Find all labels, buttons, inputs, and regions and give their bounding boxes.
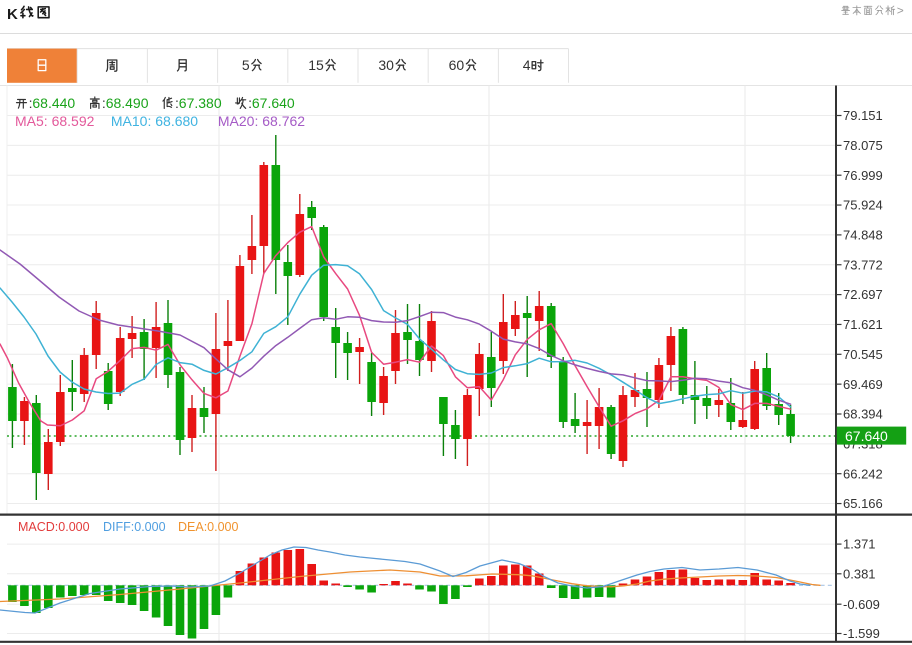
svg-text:60: 60 — [449, 57, 465, 73]
svg-text:70.545: 70.545 — [843, 347, 883, 362]
svg-text:65.166: 65.166 — [843, 496, 883, 511]
svg-text:MA5: 68.592: MA5: 68.592 — [15, 113, 95, 129]
svg-text:MA20: 68.762: MA20: 68.762 — [218, 113, 305, 129]
svg-text::: : — [248, 95, 252, 111]
svg-text:4: 4 — [523, 57, 531, 73]
svg-text:68.440: 68.440 — [32, 95, 75, 111]
svg-text:68.394: 68.394 — [843, 407, 883, 422]
svg-text:67.640: 67.640 — [252, 95, 295, 111]
svg-text:75.924: 75.924 — [843, 198, 883, 213]
svg-text:66.242: 66.242 — [843, 466, 883, 481]
svg-text:73.772: 73.772 — [843, 257, 883, 272]
svg-text::: : — [102, 95, 106, 111]
svg-text:67.640: 67.640 — [845, 428, 888, 444]
svg-text:0.381: 0.381 — [843, 566, 876, 581]
svg-text:>: > — [897, 4, 904, 18]
svg-text:78.075: 78.075 — [843, 138, 883, 153]
svg-text:-1.599: -1.599 — [843, 626, 880, 641]
svg-text:K: K — [7, 6, 18, 23]
svg-text:79.151: 79.151 — [843, 108, 883, 123]
svg-text:DIFF:0.000: DIFF:0.000 — [103, 520, 166, 534]
svg-text::: : — [175, 95, 179, 111]
svg-text:68.490: 68.490 — [106, 95, 149, 111]
svg-text:72.697: 72.697 — [843, 287, 883, 302]
svg-text:MA10: 68.680: MA10: 68.680 — [111, 113, 198, 129]
svg-text:5: 5 — [242, 57, 250, 73]
svg-text:71.621: 71.621 — [843, 317, 883, 332]
svg-text:76.999: 76.999 — [843, 168, 883, 183]
svg-text:67.380: 67.380 — [179, 95, 222, 111]
svg-text:-0.609: -0.609 — [843, 597, 880, 612]
svg-text:DEA:0.000: DEA:0.000 — [178, 520, 239, 534]
svg-text:1.371: 1.371 — [843, 537, 876, 552]
svg-text:15: 15 — [308, 57, 324, 73]
svg-text:MACD:0.000: MACD:0.000 — [18, 520, 90, 534]
svg-text:69.469: 69.469 — [843, 377, 883, 392]
svg-text:30: 30 — [378, 57, 394, 73]
svg-text::: : — [29, 95, 33, 111]
svg-text:74.848: 74.848 — [843, 228, 883, 243]
